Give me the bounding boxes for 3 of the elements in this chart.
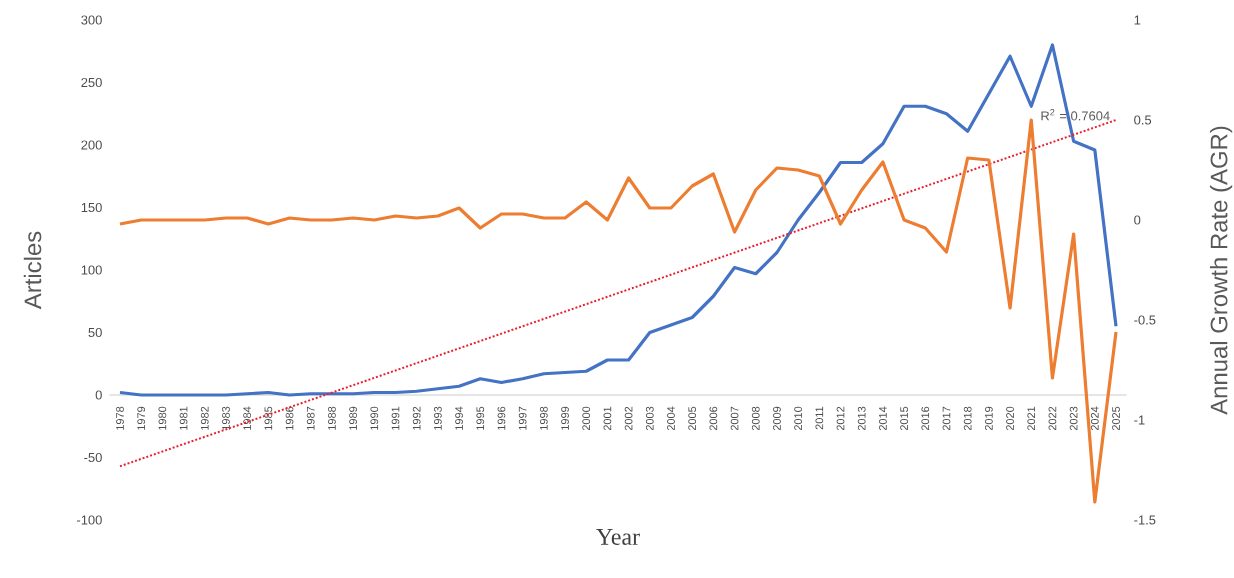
y-axis-title: Articles: [23, 231, 42, 310]
y2-axis-title: Annual Growth Rate (AGR): [1209, 126, 1233, 415]
x-axis-title: Year: [596, 529, 640, 545]
